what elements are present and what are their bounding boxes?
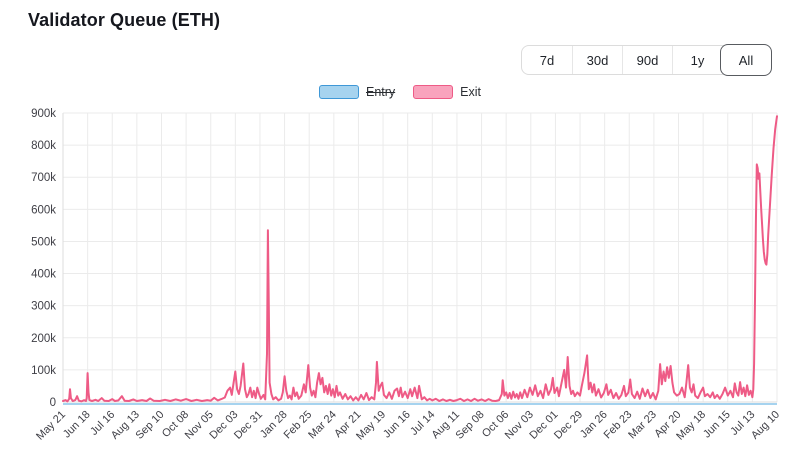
svg-text:600k: 600k <box>31 204 56 216</box>
entry-series-swatch <box>318 85 359 99</box>
svg-text:200k: 200k <box>31 333 56 345</box>
svg-text:Jun 18: Jun 18 <box>61 409 93 441</box>
svg-text:May 21: May 21 <box>34 409 68 443</box>
svg-text:400k: 400k <box>31 269 56 281</box>
legend-label-exit: Exit <box>460 85 482 99</box>
range-button-7d[interactable]: 7d <box>522 46 572 74</box>
range-button-90d[interactable]: 90d <box>622 46 672 74</box>
svg-text:900k: 900k <box>31 108 56 120</box>
chart-legend: Entry Exit <box>0 85 800 99</box>
range-button-30d[interactable]: 30d <box>572 46 622 74</box>
svg-text:Jun 15: Jun 15 <box>701 409 733 441</box>
legend-item-exit[interactable]: Exit <box>413 85 481 99</box>
range-selector: 7d 30d 90d 1y All <box>521 44 772 76</box>
page-title: Validator Queue (ETH) <box>28 10 221 30</box>
svg-text:0: 0 <box>50 397 56 409</box>
svg-text:Mar 24: Mar 24 <box>306 409 339 442</box>
exit-series-swatch <box>413 85 454 99</box>
svg-text:Mar 23: Mar 23 <box>626 409 659 442</box>
svg-text:500k: 500k <box>31 236 56 248</box>
range-button-all[interactable]: All <box>720 44 772 76</box>
range-button-1y[interactable]: 1y <box>672 46 722 74</box>
legend-label-entry: Entry <box>365 85 396 99</box>
svg-text:700k: 700k <box>31 172 56 184</box>
svg-text:300k: 300k <box>31 301 56 313</box>
svg-text:100k: 100k <box>31 365 56 377</box>
svg-text:800k: 800k <box>31 140 56 152</box>
svg-text:Jun 16: Jun 16 <box>381 409 413 441</box>
legend-item-entry[interactable]: Entry <box>318 85 396 99</box>
